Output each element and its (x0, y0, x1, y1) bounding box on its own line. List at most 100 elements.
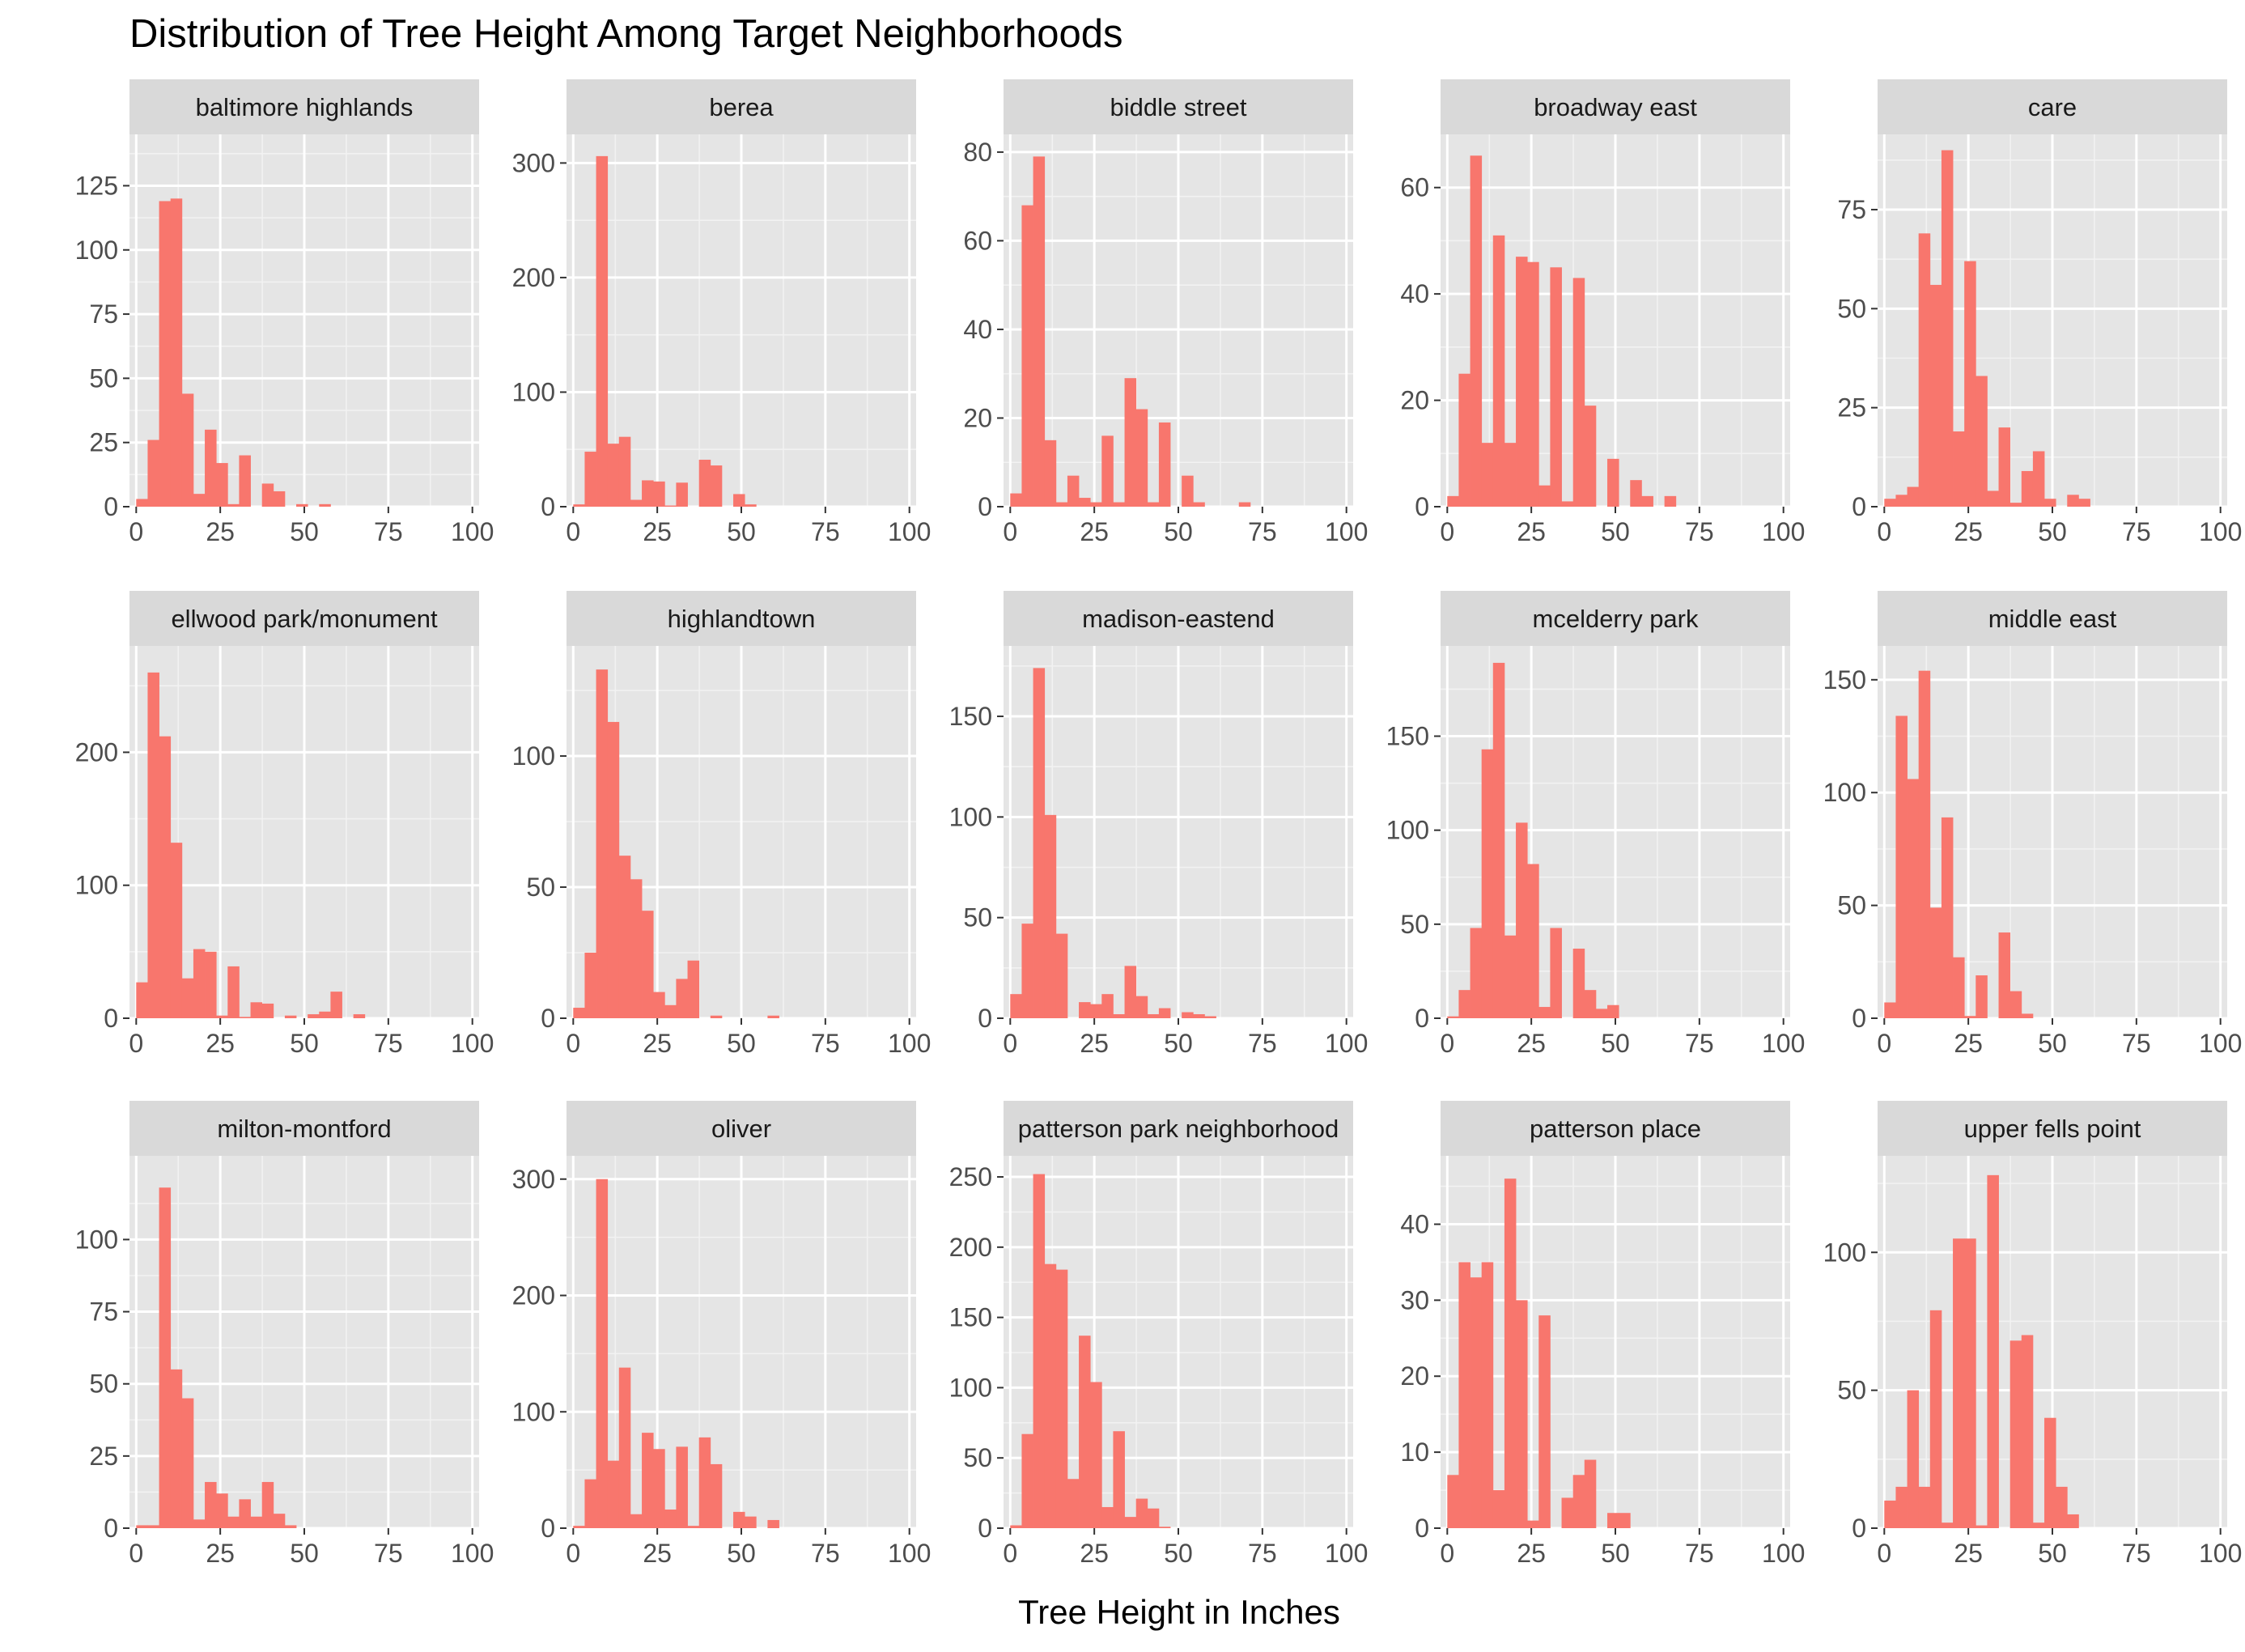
histogram-bar (584, 452, 596, 507)
y-tick-label: 100 (1386, 816, 1429, 845)
y-tick-label: 0 (541, 1514, 555, 1543)
facet-strip (129, 1101, 479, 1156)
y-tick-label: 50 (1837, 891, 1866, 920)
y-tick-label: 50 (1837, 1376, 1866, 1405)
histogram-bar (1447, 1016, 1459, 1018)
histogram-bar (1055, 502, 1068, 507)
histogram-bar (607, 1460, 620, 1528)
y-tick-label: 0 (1415, 1514, 1429, 1543)
x-tick-label: 50 (1601, 517, 1630, 546)
x-tick-label: 25 (206, 1539, 235, 1568)
x-tick-label: 0 (566, 517, 580, 546)
histogram-bar (170, 1369, 183, 1528)
x-tick-label: 0 (1440, 1029, 1454, 1058)
histogram-bar (1550, 267, 1562, 507)
x-tick-label: 25 (1954, 1539, 1983, 1568)
x-tick-label: 0 (129, 1539, 143, 1568)
y-tick-label: 0 (978, 1514, 992, 1543)
histogram-bar (1964, 1016, 1976, 1018)
histogram-bar (1929, 284, 1942, 507)
histogram-bar (216, 1015, 228, 1018)
histogram-bar (1929, 907, 1942, 1018)
x-tick-label: 75 (2122, 1539, 2151, 1568)
facet-panel: highlandtown 0 25 50 75 100 0 50 100 (512, 591, 931, 1058)
histogram-bar (273, 1514, 286, 1528)
x-tick-label: 0 (1003, 1539, 1017, 1568)
histogram-bar (1447, 495, 1459, 507)
x-tick-label: 100 (1325, 1539, 1368, 1568)
y-tick-label: 0 (541, 1004, 555, 1033)
histogram-bar (1964, 1238, 1976, 1528)
facet-panel: patterson park neighborhood 0 25 50 75 100 0 50… (949, 1101, 1368, 1568)
histogram-bar (261, 483, 274, 507)
histogram-bar (1182, 475, 1194, 507)
histogram-bar (273, 491, 286, 507)
histogram-bar (2078, 499, 2090, 507)
histogram-bar (1929, 1310, 1942, 1528)
y-tick-label: 50 (1400, 910, 1429, 939)
x-tick-label: 25 (1954, 517, 1983, 546)
histogram-bar (1550, 928, 1562, 1018)
y-tick-label: 50 (1837, 294, 1866, 323)
histogram-bar (1033, 156, 1046, 507)
histogram-bar (1010, 1525, 1022, 1528)
histogram-bar (227, 503, 240, 507)
histogram-bar (170, 843, 183, 1018)
histogram-bar (1481, 749, 1494, 1018)
y-tick-label: 60 (963, 226, 992, 255)
histogram-bar (147, 440, 159, 507)
x-tick-label: 100 (1325, 1029, 1368, 1058)
x-tick-label: 0 (129, 1029, 143, 1058)
y-tick-label: 50 (89, 363, 118, 393)
y-tick-label: 50 (963, 1443, 992, 1472)
y-tick-label: 0 (104, 492, 118, 521)
facet-strip-label: baltimore highlands (196, 93, 414, 121)
histogram-bar (1619, 1513, 1631, 1528)
histogram-bar (618, 856, 631, 1018)
histogram-bar (205, 951, 217, 1018)
facet-strip-label: middle east (1988, 605, 2117, 633)
histogram-bar (1238, 502, 1251, 507)
histogram-bar (1458, 373, 1470, 507)
histogram-bar (1470, 155, 1483, 507)
histogram-bar (2044, 499, 2056, 507)
y-tick-label: 40 (1400, 279, 1429, 308)
histogram-bar (261, 1481, 274, 1528)
facet-panel: upper fells point 0 25 50 75 100 0 50 100 (1823, 1101, 2242, 1568)
x-tick-label: 100 (2199, 517, 2242, 546)
y-tick-label: 20 (1400, 386, 1429, 415)
facet-panel: care 0 25 50 75 100 0 25 50 75 (1837, 79, 2242, 546)
histogram-bar (181, 1398, 194, 1528)
x-tick-label: 50 (727, 1539, 756, 1568)
histogram-bar (239, 1499, 251, 1528)
histogram-bar (767, 1519, 779, 1528)
x-tick-label: 25 (1517, 1029, 1546, 1058)
facet-panel: milton-montford 0 25 50 75 100 0 25 50 75 100 (75, 1101, 494, 1568)
histogram-bar (1504, 935, 1517, 1018)
histogram-bar (2021, 1013, 2034, 1018)
x-tick-label: 0 (1877, 517, 1891, 546)
histogram-bar (147, 672, 159, 1018)
histogram-bar (607, 721, 620, 1018)
histogram-bar (2067, 1514, 2079, 1528)
histogram-bar (2044, 1417, 2056, 1528)
histogram-bar (1964, 261, 1976, 507)
histogram-bar (1135, 1498, 1148, 1528)
histogram-bar (2009, 503, 2022, 507)
y-tick-label: 125 (75, 171, 118, 200)
histogram-bar (1584, 990, 1597, 1018)
histogram-bar (181, 978, 194, 1018)
histogram-bar (1527, 261, 1539, 507)
histogram-bar (1158, 422, 1171, 507)
histogram-bar (2056, 1486, 2068, 1528)
histogram-bar (1147, 1508, 1160, 1528)
facet-panel: ellwood park/monument 0 25 50 75 100 0 100 200 (75, 591, 494, 1058)
histogram-bar (136, 499, 148, 507)
x-tick-label: 100 (451, 1029, 494, 1058)
x-tick-label: 0 (1877, 1539, 1891, 1568)
histogram-bar (618, 436, 631, 507)
histogram-bar (193, 949, 206, 1018)
x-tick-label: 100 (1762, 1029, 1805, 1058)
histogram-bar (687, 1526, 700, 1528)
facet-strip (567, 79, 916, 134)
